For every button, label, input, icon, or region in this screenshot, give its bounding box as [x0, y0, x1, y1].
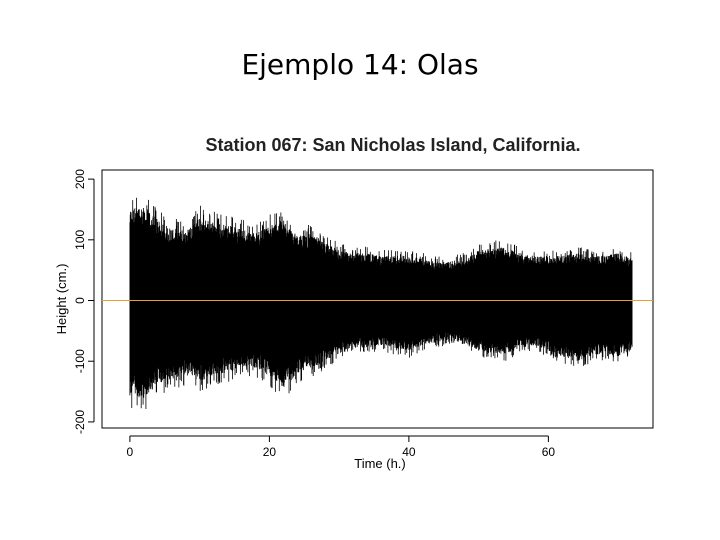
y-tick-label: -200	[73, 410, 87, 434]
x-tick-label: 20	[263, 445, 277, 459]
slide-title: Ejemplo 14: Olas	[241, 48, 479, 81]
x-tick-label: 60	[542, 445, 556, 459]
wave-series-core	[129, 238, 633, 365]
y-tick-label: -100	[73, 349, 87, 373]
chart: Station 067: San Nicholas Island, Califo…	[54, 135, 654, 471]
chart-title: Station 067: San Nicholas Island, Califo…	[205, 135, 580, 155]
y-tick-label: 100	[73, 229, 87, 249]
x-axis: 0 20 40 60	[127, 435, 556, 459]
wave-series	[129, 197, 633, 409]
y-axis: -200 -100 0 100 200	[73, 169, 95, 434]
y-axis-label: Height (cm.)	[54, 264, 69, 335]
x-tick-label: 40	[402, 445, 416, 459]
x-tick-label: 0	[127, 445, 134, 459]
y-tick-label: 200	[73, 169, 87, 189]
x-axis-label: Time (h.)	[354, 456, 406, 471]
plot-area-frame	[101, 169, 654, 429]
y-tick-label: 0	[73, 297, 87, 304]
